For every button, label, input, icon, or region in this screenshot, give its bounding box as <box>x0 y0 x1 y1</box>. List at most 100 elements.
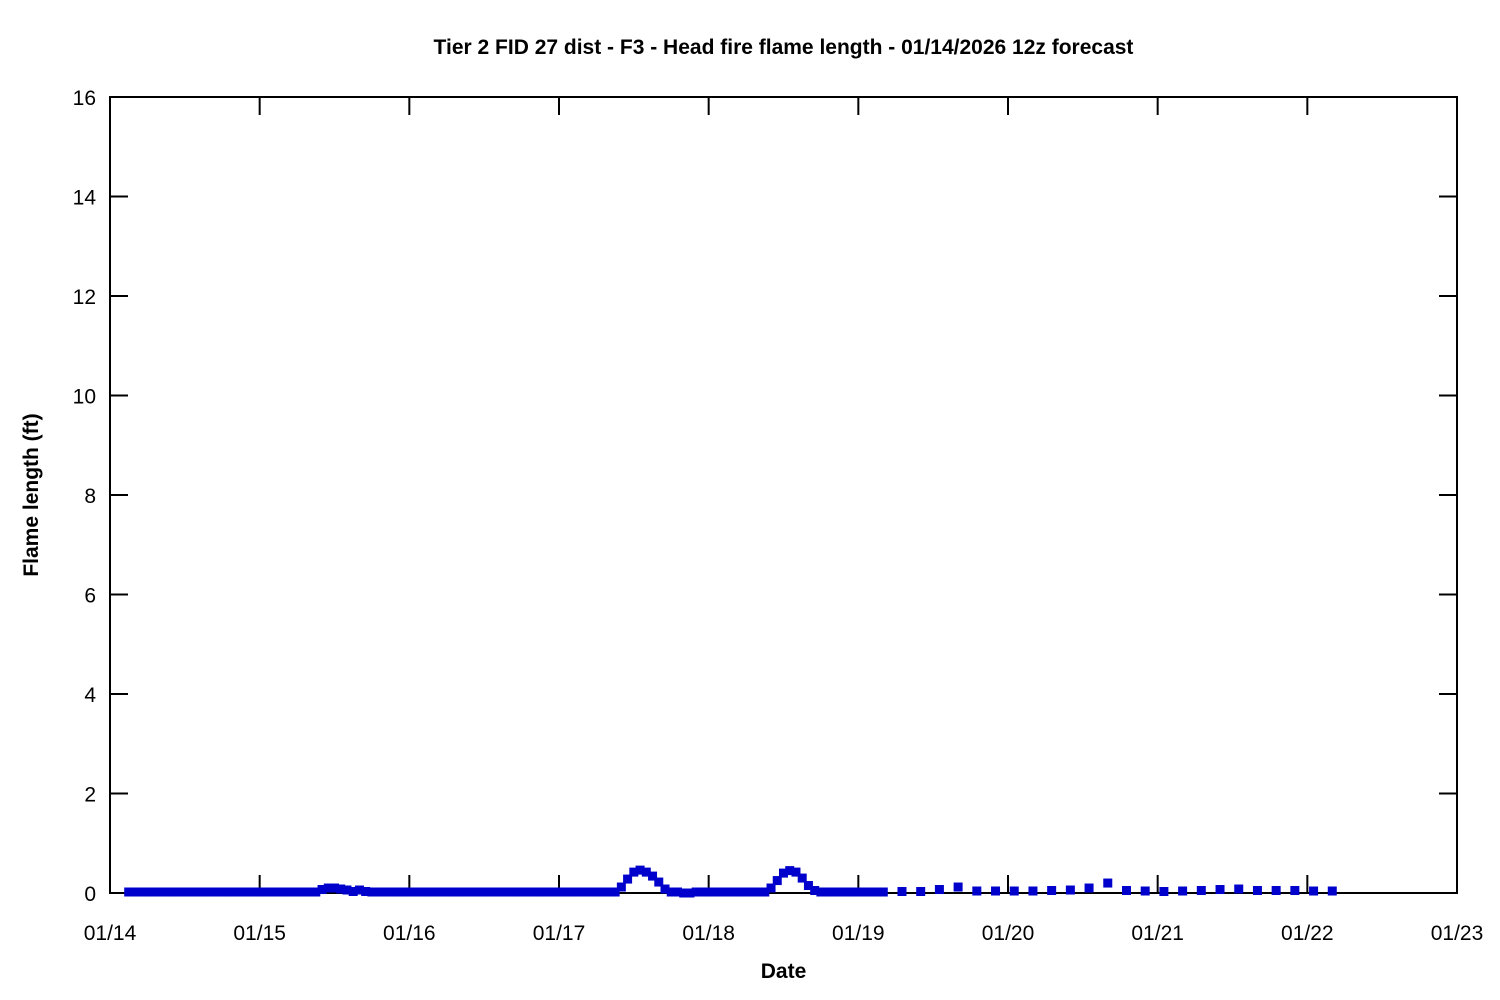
data-point <box>1103 878 1113 888</box>
data-point <box>741 887 751 897</box>
data-point <box>710 887 720 897</box>
data-point <box>217 887 227 897</box>
plot-frame <box>109 96 1458 894</box>
x-tick-label: 01/23 <box>1431 922 1484 945</box>
data-point <box>779 868 788 878</box>
data-point <box>498 887 508 897</box>
data-point <box>205 887 215 897</box>
data-point <box>473 887 483 897</box>
data-point <box>361 887 371 897</box>
data-point <box>666 887 676 897</box>
data-point <box>167 887 177 897</box>
data-point <box>579 887 589 897</box>
data-point <box>436 887 446 897</box>
data-point <box>330 883 339 893</box>
data-point <box>273 887 283 897</box>
data-point <box>130 887 140 897</box>
data-point <box>286 887 296 897</box>
data-point <box>1084 883 1094 893</box>
data-point <box>685 888 695 898</box>
data-point <box>423 887 433 897</box>
data-point <box>679 888 689 898</box>
data-point <box>816 887 826 897</box>
data-point <box>280 887 290 897</box>
data-point <box>1178 886 1188 896</box>
y-tick-label: 6 <box>84 585 96 608</box>
data-point <box>535 887 545 897</box>
data-point <box>641 867 651 877</box>
data-point <box>604 887 614 897</box>
data-point <box>716 887 726 897</box>
data-point <box>623 874 633 884</box>
data-point <box>404 887 414 897</box>
data-point <box>398 887 408 897</box>
data-point <box>199 887 209 897</box>
data-point <box>298 887 308 897</box>
data-point <box>760 887 770 897</box>
data-point <box>616 882 626 892</box>
data-point <box>342 885 352 895</box>
data-point <box>429 887 439 897</box>
data-point <box>442 887 452 897</box>
data-point <box>841 887 851 897</box>
data-point <box>735 887 745 897</box>
data-point <box>853 887 863 897</box>
data-point <box>722 887 732 897</box>
data-point <box>155 887 165 897</box>
x-tick-label: 01/16 <box>383 922 436 945</box>
data-point <box>635 865 645 875</box>
data-point <box>1028 886 1038 896</box>
chart-title: Tier 2 FID 27 dist - F3 - Head fire flam… <box>433 36 1134 59</box>
data-point <box>1196 886 1206 896</box>
data-point <box>897 887 907 897</box>
data-point <box>1140 886 1150 896</box>
data-point <box>292 887 302 897</box>
data-point <box>323 883 333 893</box>
data-point <box>554 887 564 897</box>
x-tick-label: 01/15 <box>233 922 286 945</box>
data-point <box>916 887 926 897</box>
data-point <box>142 887 152 897</box>
data-point <box>1309 886 1319 896</box>
data-point <box>1327 886 1337 896</box>
data-point <box>542 887 552 897</box>
data-point <box>311 887 321 897</box>
data-point <box>379 887 389 897</box>
data-point <box>660 884 670 894</box>
y-tick-label: 16 <box>73 87 96 110</box>
data-point <box>1009 886 1019 896</box>
data-point <box>972 886 982 896</box>
data-point <box>454 887 464 897</box>
data-point <box>847 887 857 897</box>
x-tick-label: 01/18 <box>682 922 735 945</box>
data-point <box>878 887 888 897</box>
data-point <box>729 887 739 897</box>
data-point <box>872 887 882 897</box>
data-point <box>704 887 714 897</box>
data-point <box>180 887 190 897</box>
data-point <box>529 887 539 897</box>
data-point <box>392 887 402 897</box>
data-point <box>149 887 159 897</box>
data-point <box>828 887 838 897</box>
data-point <box>411 887 421 897</box>
data-point <box>417 887 427 897</box>
data-point <box>697 887 707 897</box>
y-tick-label: 10 <box>73 386 96 409</box>
data-point <box>672 887 682 897</box>
data-point <box>348 887 358 897</box>
data-point <box>192 887 202 897</box>
data-point <box>1065 885 1075 895</box>
data-point <box>386 887 396 897</box>
data-point <box>223 887 233 897</box>
data-point <box>691 887 701 897</box>
data-point <box>517 887 527 897</box>
data-point <box>610 887 620 897</box>
data-point <box>548 887 558 897</box>
data-point <box>754 887 764 897</box>
data-point <box>629 867 639 877</box>
data-point <box>305 887 315 897</box>
data-point <box>492 887 502 897</box>
